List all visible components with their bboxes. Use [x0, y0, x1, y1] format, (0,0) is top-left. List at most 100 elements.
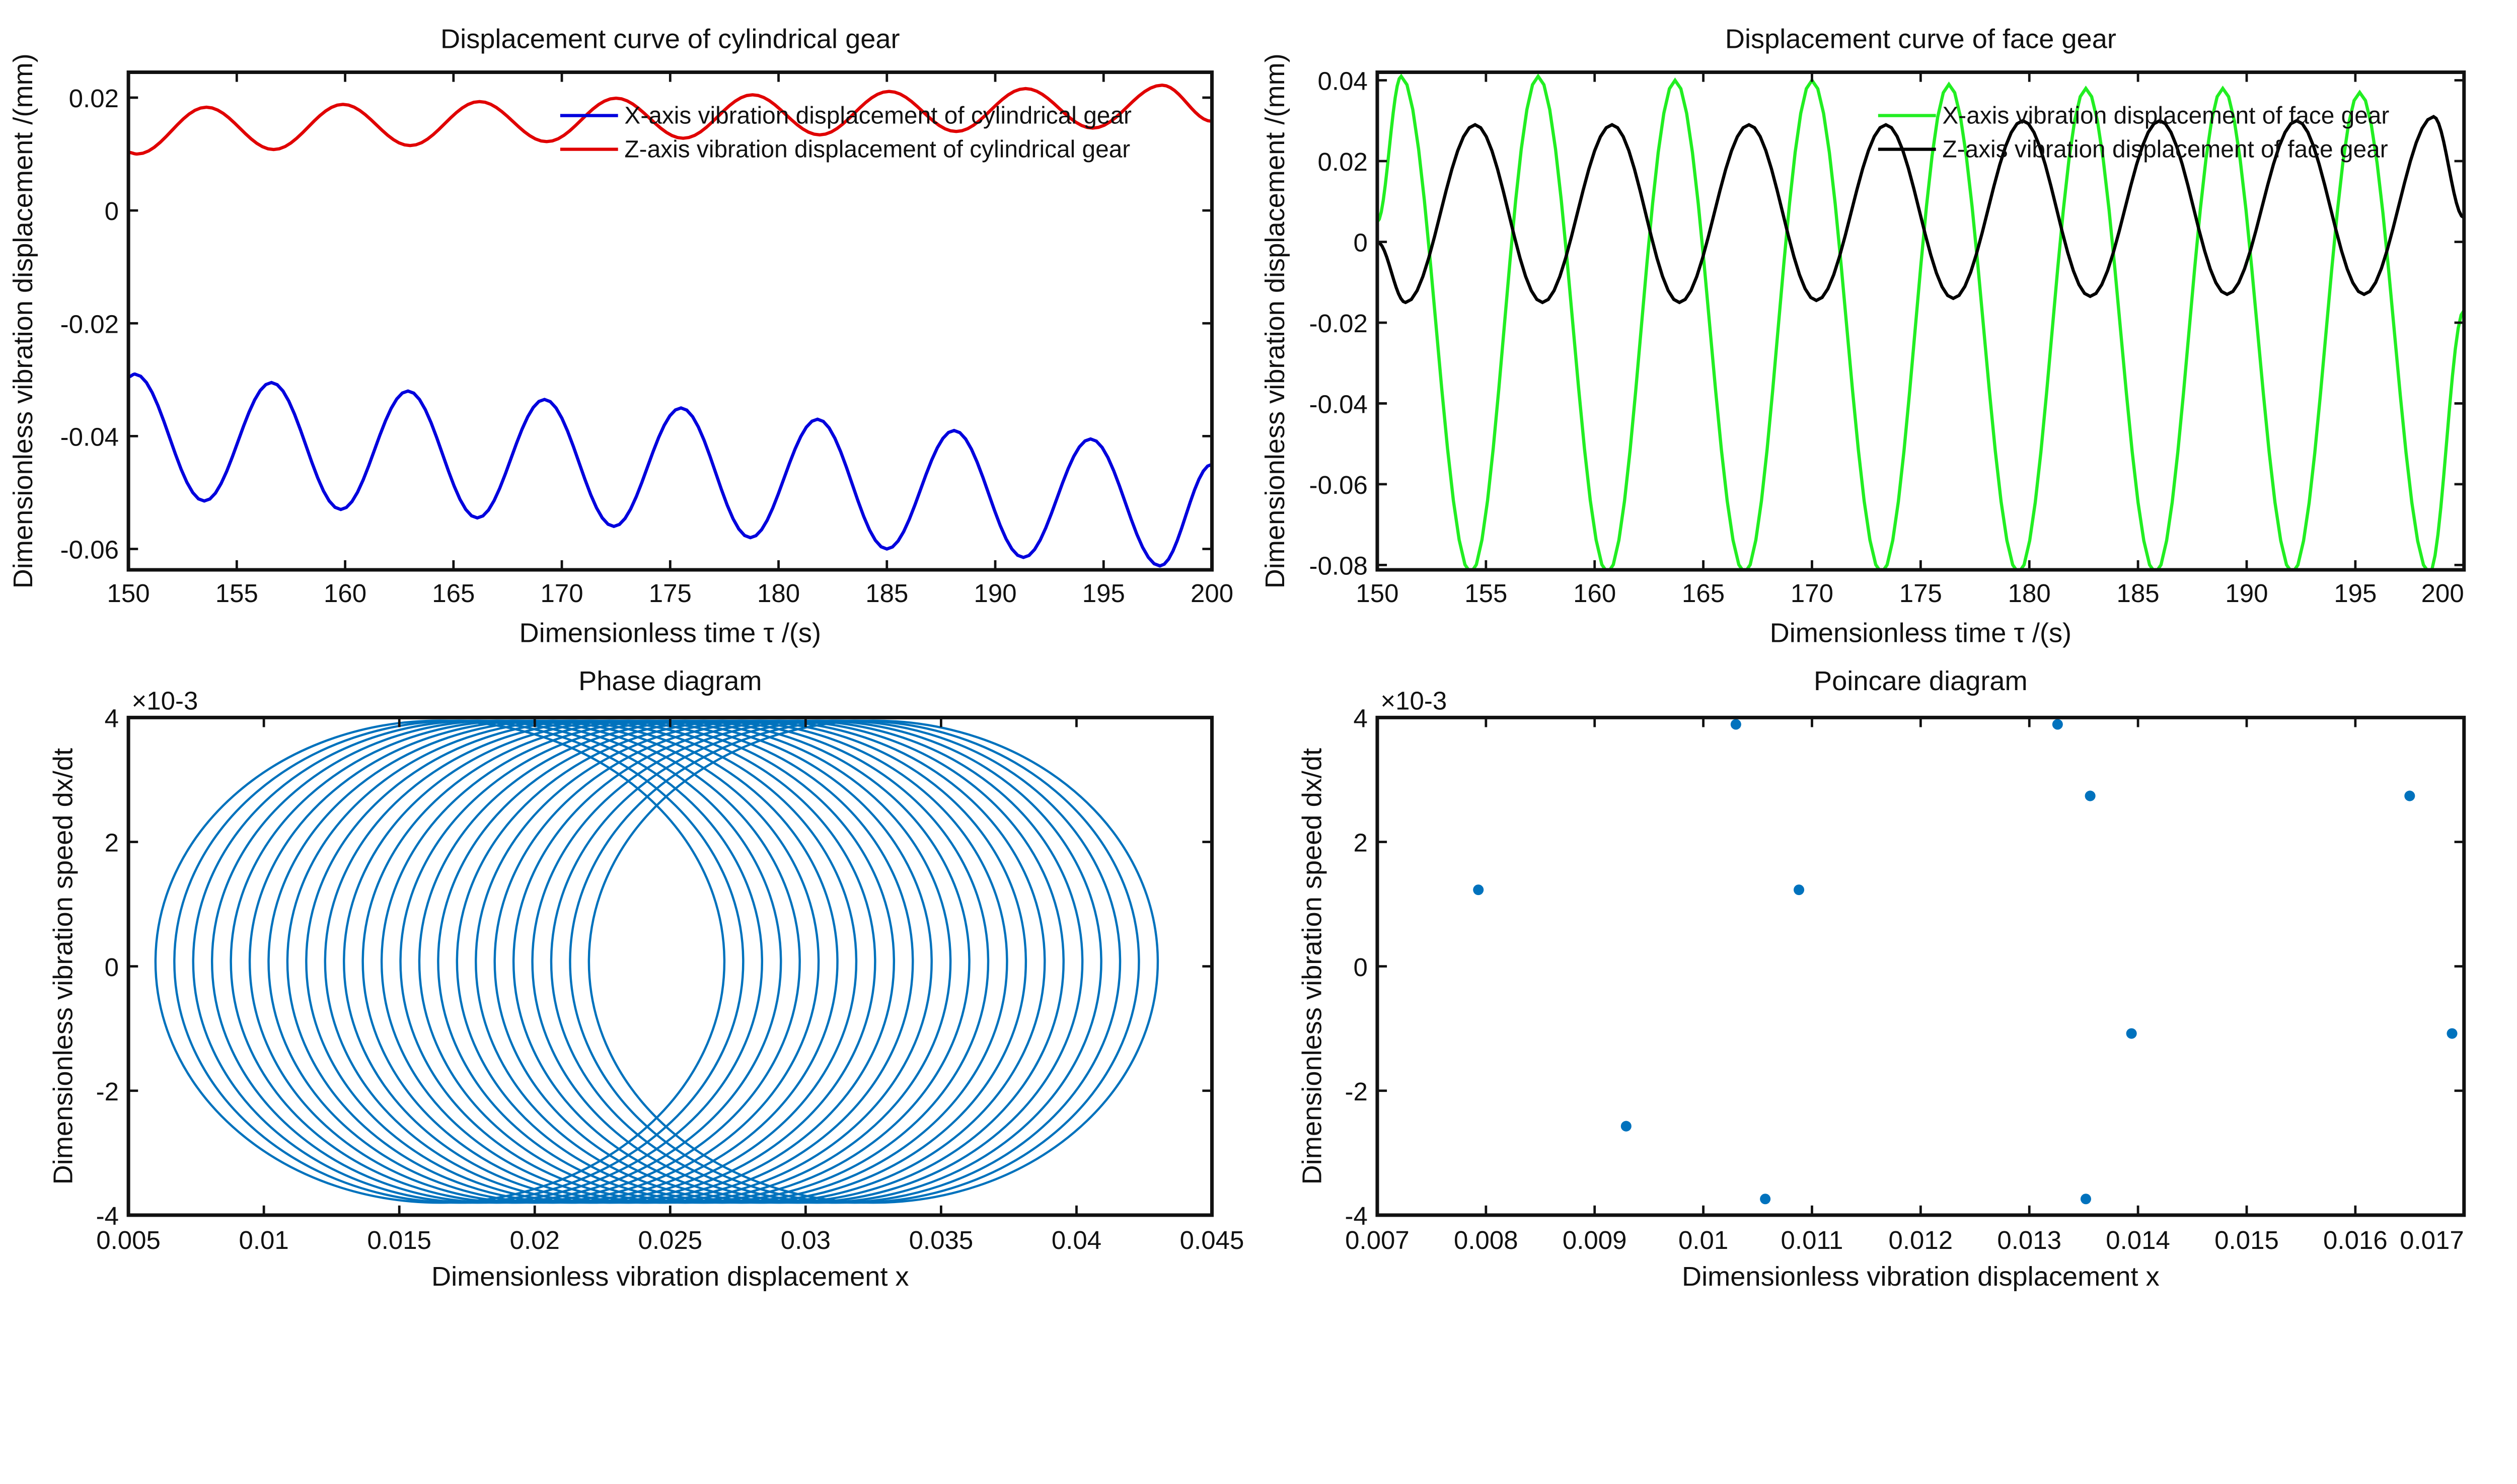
phase-orbit	[230, 719, 801, 1204]
x-tick-label: 190	[974, 579, 1016, 608]
x-tick-label: 160	[1573, 579, 1616, 608]
x-tick-label: 175	[1899, 579, 1942, 608]
x-tick-label: 0.03	[781, 1226, 831, 1254]
x-tick-label: 0.017	[2400, 1226, 2464, 1254]
x-tick-label: 0.011	[1781, 1226, 1843, 1254]
legend-label-0: X-axis vibration displacement of cylindr…	[624, 103, 1132, 129]
poincare-point	[1730, 719, 1741, 730]
y-tick-label: -0.04	[1309, 390, 1368, 419]
series-line-0	[128, 372, 1212, 568]
chart-title: Displacement curve of cylindrical gear	[440, 24, 900, 54]
x-tick-label: 0.045	[1180, 1226, 1244, 1254]
x-axis-label: Dimensionless vibration displacement x	[431, 1262, 909, 1292]
x-tick-label: 155	[1464, 579, 1507, 608]
y-tick-label: 0	[1353, 229, 1367, 257]
x-tick-label: 190	[2225, 579, 2268, 608]
x-tick-label: 150	[107, 579, 150, 608]
poincare-point	[1760, 1194, 1771, 1205]
poincare-point	[2085, 790, 2096, 801]
poincare-point	[2404, 790, 2415, 801]
y-axis-label: Dimensionless vibration speed dx/dt	[48, 748, 78, 1184]
series-line-1	[128, 84, 1212, 156]
x-tick-label: 185	[865, 579, 908, 608]
x-tick-label: 0.035	[909, 1226, 974, 1254]
phase-orbit	[456, 719, 1027, 1204]
y-tick-label: 2	[1353, 829, 1367, 857]
x-tick-label: 170	[541, 579, 583, 608]
x-tick-label: 0.016	[2323, 1226, 2388, 1254]
phase-orbit	[286, 719, 858, 1204]
y-tick-label: 0.02	[1318, 147, 1368, 176]
x-tick-label: 185	[2117, 579, 2160, 608]
phase-orbit	[437, 719, 1008, 1204]
phase-orbit	[380, 719, 952, 1204]
y-tick-label: -0.06	[1309, 471, 1368, 499]
y-axis-label: Dimensionless vibration speed dx/dt	[1297, 748, 1327, 1184]
poincare-point	[1473, 884, 1484, 896]
x-tick-label: 195	[2334, 579, 2377, 608]
x-tick-label: 0.008	[1454, 1226, 1518, 1254]
phase-orbit	[267, 719, 839, 1204]
y-tick-label: -2	[1345, 1077, 1367, 1106]
phase-orbit	[192, 719, 764, 1204]
phase-orbit	[210, 719, 782, 1204]
y-tick-label: 4	[105, 704, 119, 733]
y-tick-label: 4	[1353, 704, 1367, 733]
x-tick-label: 0.012	[1889, 1226, 1953, 1254]
y-tick-label: -2	[96, 1077, 119, 1106]
x-tick-label: 165	[432, 579, 475, 608]
phase-orbit	[361, 719, 933, 1204]
x-tick-label: 0.01	[239, 1226, 289, 1254]
plot-area	[1473, 719, 2458, 1205]
x-tick-label: 0.015	[367, 1226, 431, 1254]
x-tick-label: 0.015	[2214, 1226, 2279, 1254]
phase-orbit	[305, 719, 876, 1204]
figure: 150 155 160 165 170 175 180 185 190 195 2000.020-0…	[8, 24, 2466, 1292]
y-tick-label: -0.06	[60, 536, 119, 564]
x-tick-label: 0.01	[1678, 1226, 1728, 1254]
y-tick-label: 0.04	[1318, 67, 1368, 96]
x-tick-label: 170	[1791, 579, 1833, 608]
x-tick-label: 150	[1356, 579, 1398, 608]
x-axis-label: Dimensionless vibration displacement x	[1682, 1262, 2160, 1292]
poincare-diagram-chart: 0.007 0.008 0.009 0.01 0.011 0.012 0.013 0.014 0…	[1297, 666, 2466, 1292]
phase-orbit	[324, 719, 896, 1204]
chart-title: Displacement curve of face gear	[1725, 24, 2116, 54]
y-tick-label: 0	[1353, 953, 1367, 982]
y-axis-label: Dimensionless vibration displacement /(m…	[1260, 53, 1290, 588]
legend-label-1: Z-axis vibration displacement of cylindr…	[624, 136, 1130, 163]
chart-title: Poincare diagram	[1814, 666, 2028, 696]
x-tick-label: 195	[1082, 579, 1125, 608]
phase-orbit	[493, 719, 1065, 1204]
y-scale-label: ×10-3	[1380, 686, 1447, 715]
x-tick-label: 165	[1682, 579, 1725, 608]
phase-orbit	[173, 719, 745, 1204]
x-tick-label: 0.005	[96, 1226, 161, 1254]
phase-orbit	[475, 719, 1046, 1204]
phase-orbit	[343, 719, 914, 1204]
x-tick-label: 200	[1191, 579, 1233, 608]
plot-area	[128, 84, 1212, 568]
y-tick-label: -0.02	[60, 310, 119, 338]
y-scale-label: ×10-3	[131, 686, 198, 715]
y-tick-label: 2	[105, 829, 119, 857]
x-tick-label: 200	[2421, 579, 2464, 608]
y-tick-label: 0.02	[69, 84, 119, 113]
phase-orbit	[154, 719, 726, 1204]
phase-diagram-chart: 0.005 0.01 0.015 0.02 0.025 0.03 0.035 0.04 0.04…	[48, 666, 1244, 1292]
legend-label-1: Z-axis vibration displacement of face ge…	[1942, 136, 2388, 163]
phase-orbit	[248, 719, 820, 1204]
y-tick-label: -0.04	[60, 423, 119, 452]
y-tick-label: 0	[105, 953, 119, 982]
x-axis-label: Dimensionless time τ /(s)	[520, 618, 822, 648]
x-tick-label: 175	[649, 579, 692, 608]
poincare-point	[1794, 884, 1805, 896]
phase-orbit	[418, 719, 990, 1204]
x-tick-label: 0.025	[638, 1226, 702, 1254]
x-tick-label: 0.007	[1345, 1226, 1410, 1254]
phase-orbit	[399, 719, 971, 1204]
y-tick-label: -0.08	[1309, 552, 1368, 580]
poincare-point	[2447, 1028, 2458, 1039]
x-axis-label: Dimensionless time τ /(s)	[1770, 618, 2072, 648]
phase-orbit	[550, 719, 1122, 1204]
